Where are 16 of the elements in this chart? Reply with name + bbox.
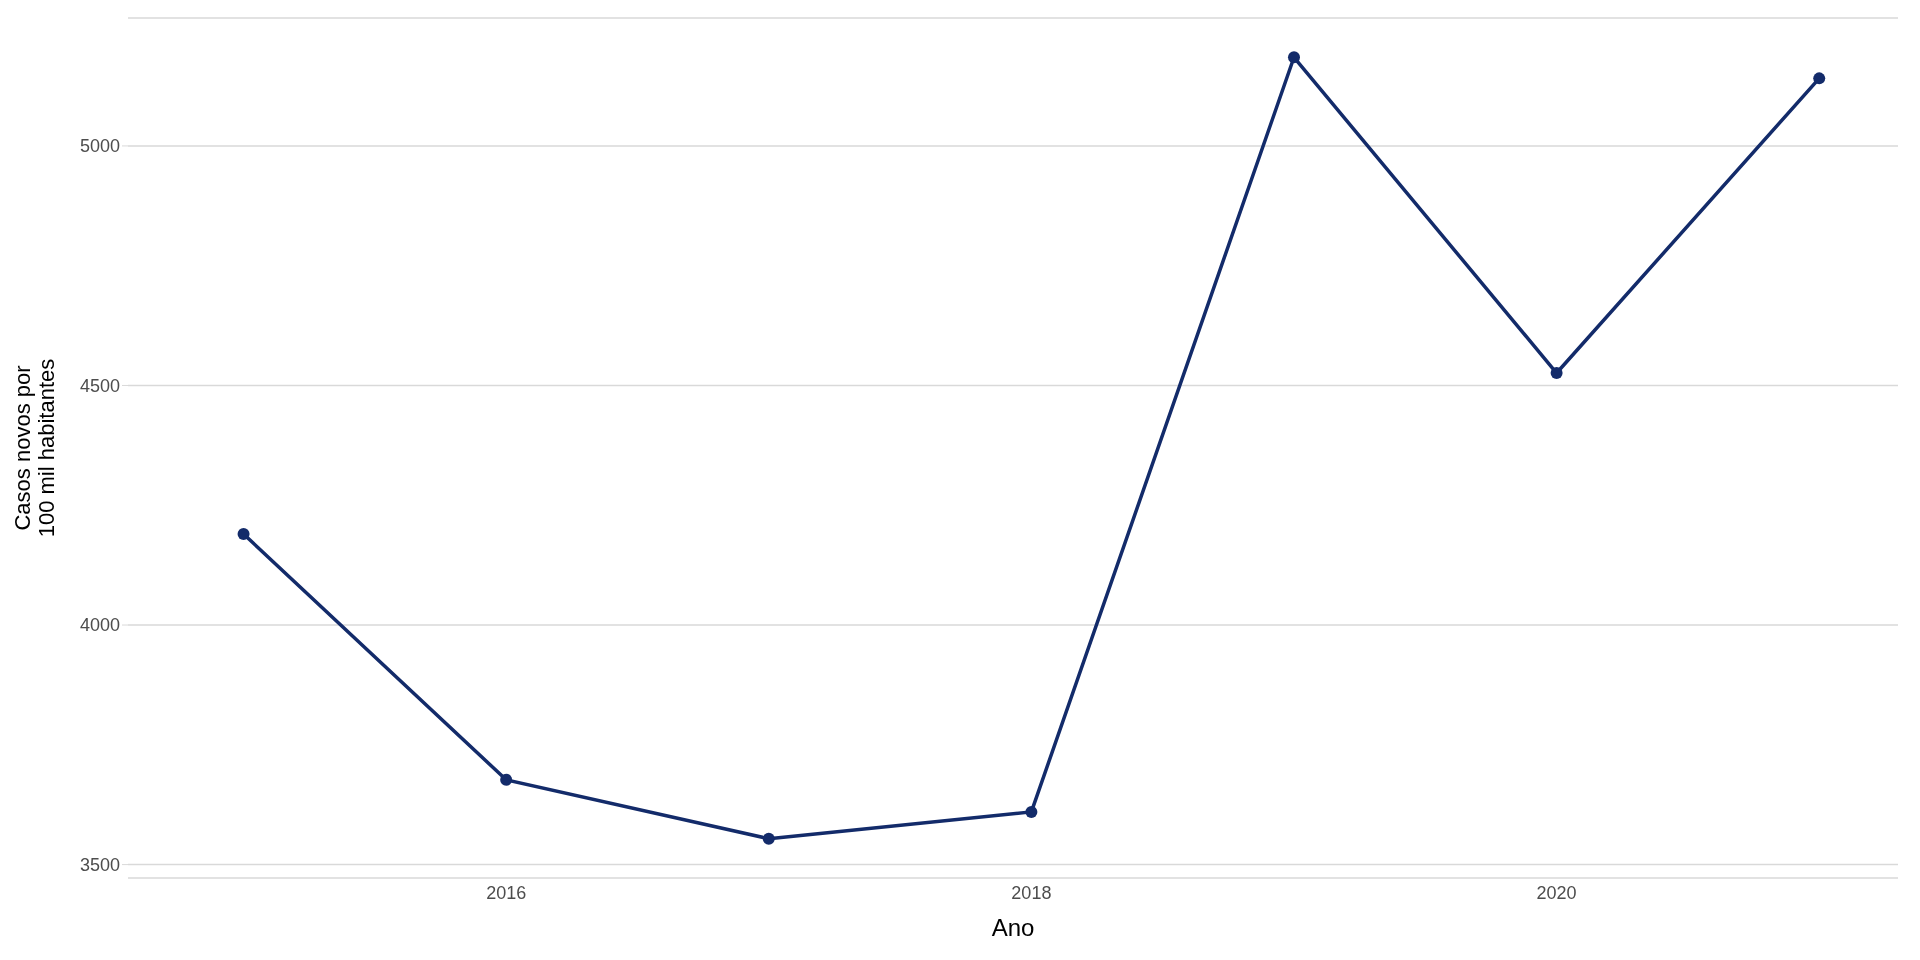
y-axis-title: Casos novos por 100 mil habitantes — [10, 358, 59, 538]
x-tick-label: 2020 — [1536, 882, 1577, 903]
point — [1813, 72, 1826, 85]
point — [762, 832, 775, 845]
y-tick-label: 3500 — [79, 854, 120, 875]
point — [237, 528, 250, 540]
x-tick-label: 2018 — [1011, 882, 1052, 903]
y-tick-label: 5000 — [79, 136, 120, 157]
point — [500, 773, 513, 786]
point — [1025, 805, 1038, 818]
y-tick-label: 4500 — [79, 375, 120, 396]
x-axis-title: Ano — [991, 914, 1035, 941]
point — [1550, 367, 1563, 380]
y-tick-label: 4000 — [79, 615, 120, 636]
point — [1287, 51, 1300, 64]
x-tick-label: 2016 — [486, 882, 527, 903]
